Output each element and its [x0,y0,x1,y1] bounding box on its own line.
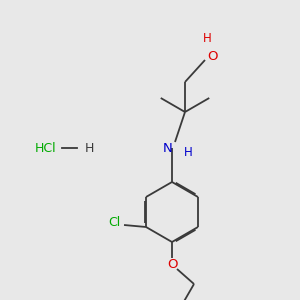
Text: O: O [207,50,217,62]
Text: O: O [167,257,177,271]
Text: H: H [202,32,211,44]
Text: N: N [163,142,173,154]
Text: HCl: HCl [35,142,57,154]
Text: H: H [85,142,94,154]
Text: Cl: Cl [108,217,120,230]
Text: H: H [184,146,192,158]
